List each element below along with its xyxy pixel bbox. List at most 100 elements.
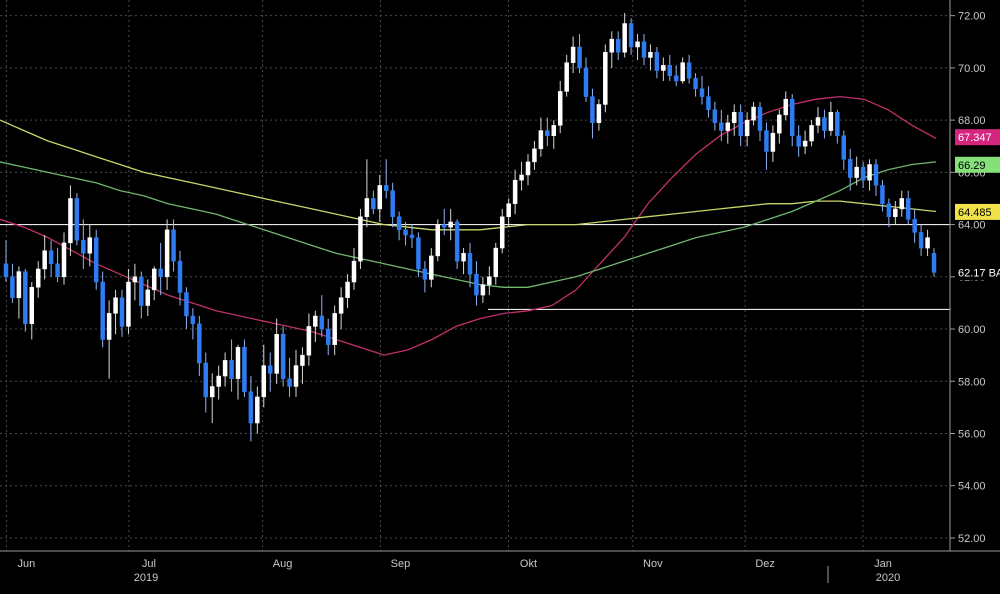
candle-body [757,106,763,131]
candle-body [390,190,395,217]
badge-box [955,129,1000,146]
candle [55,248,60,283]
candle [777,109,782,144]
candle-body [893,208,898,217]
candle [209,373,215,424]
candle [74,193,80,246]
candle [893,201,898,225]
candle-body [255,396,260,424]
candle-body [306,326,312,356]
badge-box [955,156,1000,173]
candle-body [267,365,273,374]
candle-body [100,281,105,340]
candle [577,33,582,74]
candle-body [648,51,653,58]
candle [364,159,370,228]
candle-body [261,365,267,398]
candle-body [628,23,634,48]
candle-body [744,119,750,137]
candle [815,107,821,134]
y-tick-label: 60.00 [958,324,986,336]
last-value-badge: 64.485 [955,203,1000,220]
candle [918,224,924,256]
candle-body [590,96,595,123]
candle [667,54,673,81]
candle-body [545,130,550,137]
candle [905,190,911,225]
candle-body [918,232,924,249]
candle-body [467,253,473,275]
candle [371,190,376,215]
candle-body [673,75,679,82]
candle [300,347,305,384]
candle [751,101,756,126]
candle [345,274,350,309]
badge-text: 66.29 [958,160,986,172]
candle-body [383,185,389,191]
x-tick-label: Jun [18,558,36,570]
x-tick-label: Nov [643,558,663,570]
candle [725,114,731,144]
candle [480,276,486,303]
candle-body [867,164,872,181]
candle [822,109,827,139]
candle [358,208,363,269]
candle-body [557,91,563,126]
candle-body [783,98,789,116]
candle-body [448,221,453,228]
candle [609,31,615,68]
candle [113,289,118,335]
candle [242,339,247,397]
candle-body [287,378,292,387]
candle-body [403,229,408,236]
candle-body [68,198,73,244]
candle [222,352,228,387]
candle [409,224,415,249]
candle [435,219,441,262]
candle [454,219,460,269]
candle-body [126,281,131,327]
candle-body [680,62,685,82]
last-value-badge: 66.29 [955,156,1000,173]
candle-body [822,117,827,131]
candle-body [435,224,441,257]
candle [693,73,698,97]
candle [802,130,808,155]
candle [390,182,395,228]
candle [770,125,776,162]
candle-body [764,130,769,152]
candle [248,376,254,442]
candle [171,219,176,272]
candle-body [532,148,537,163]
candle-body [564,62,569,92]
candle-body [596,104,602,123]
candle-body [686,62,692,79]
candle [119,289,125,337]
candle [68,185,73,256]
y-axis: 52.0054.0056.0058.0060.0062.0064.0066.00… [950,11,986,545]
candle-body [719,122,724,131]
candle-body [158,268,163,278]
moving-average-line [0,161,937,288]
candle [467,242,473,288]
candle [783,91,789,121]
candle-body [487,276,492,285]
candle [338,287,344,330]
candle [860,161,866,189]
candle-body [609,38,615,53]
candle [699,75,705,105]
candle-body [796,135,801,147]
candle-body [499,216,505,249]
candle [203,352,209,413]
candle [545,117,550,147]
badge-box [955,203,1000,220]
candle-body [474,273,479,296]
candle [255,386,260,434]
candle [403,221,408,246]
moving-average-line [0,119,937,231]
x-tick-label: Aug [273,558,293,570]
candle-body [661,65,666,71]
candle [738,104,743,147]
